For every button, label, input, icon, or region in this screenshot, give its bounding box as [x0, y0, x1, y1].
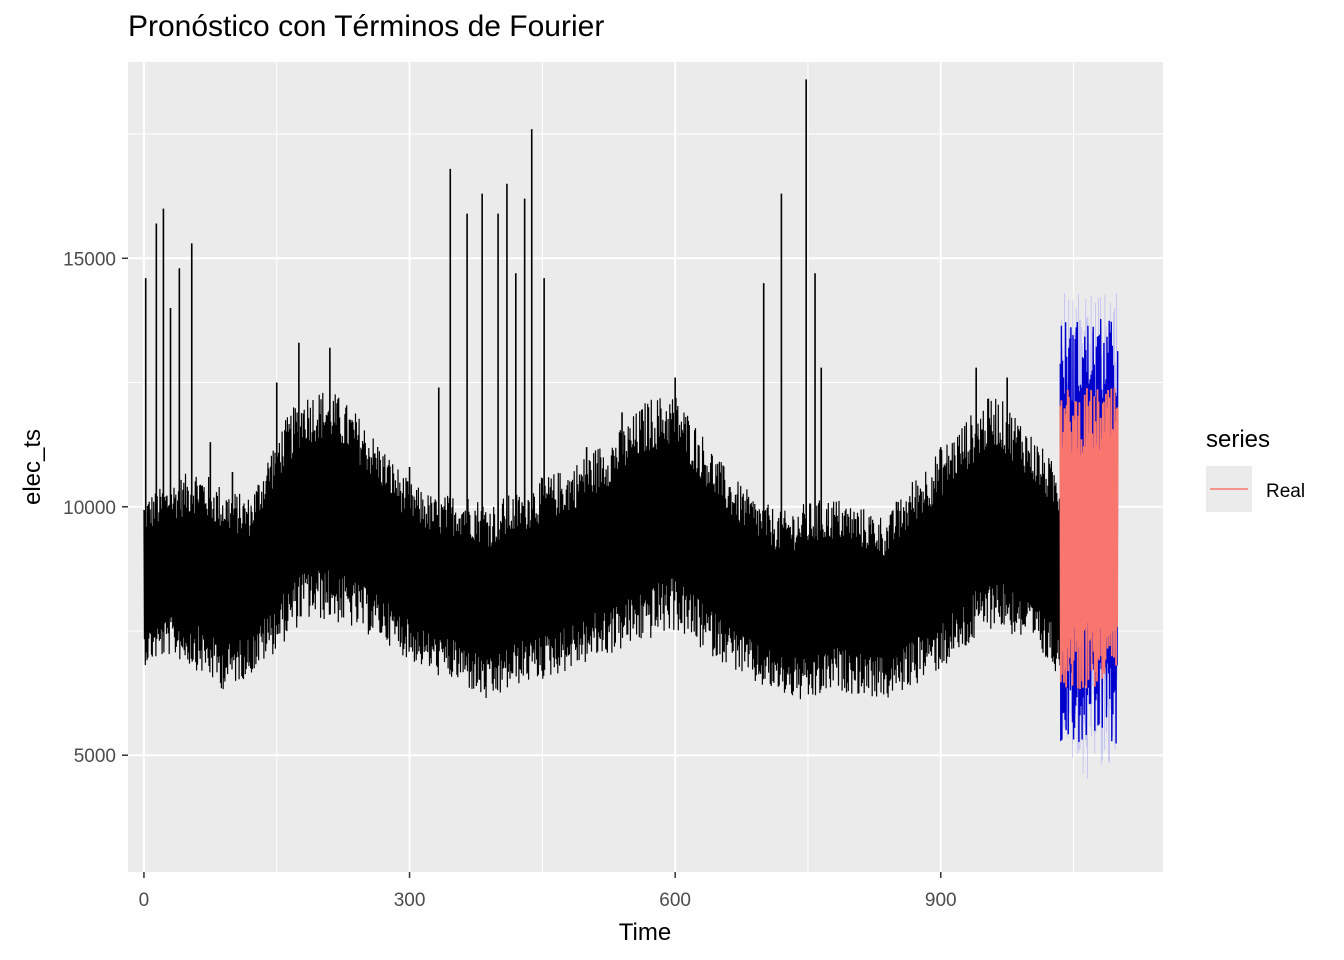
legend-label-real: Real	[1266, 481, 1305, 502]
y-axis-title: elec_ts	[19, 429, 46, 505]
y-tick-label: 5000	[74, 746, 116, 767]
y-tick-label: 15000	[63, 249, 116, 270]
x-tick-label: 600	[659, 890, 691, 911]
axis-layer: 0 300 600 900 5000 10000 15000	[63, 249, 956, 911]
x-tick-label: 0	[139, 890, 150, 911]
y-tick-label: 10000	[63, 498, 116, 519]
legend: series Real	[1206, 426, 1305, 512]
x-axis-title: Time	[619, 919, 671, 946]
x-tick-label: 300	[394, 890, 426, 911]
series-line-elec-ts	[143, 392, 1061, 700]
data-layer	[143, 79, 1119, 779]
legend-title: series	[1206, 426, 1270, 453]
x-tick-label: 900	[925, 890, 957, 911]
series-line-real	[1059, 387, 1119, 690]
chart-title: Pronóstico con Términos de Fourier	[128, 10, 605, 43]
forecast-line	[1059, 318, 1119, 744]
